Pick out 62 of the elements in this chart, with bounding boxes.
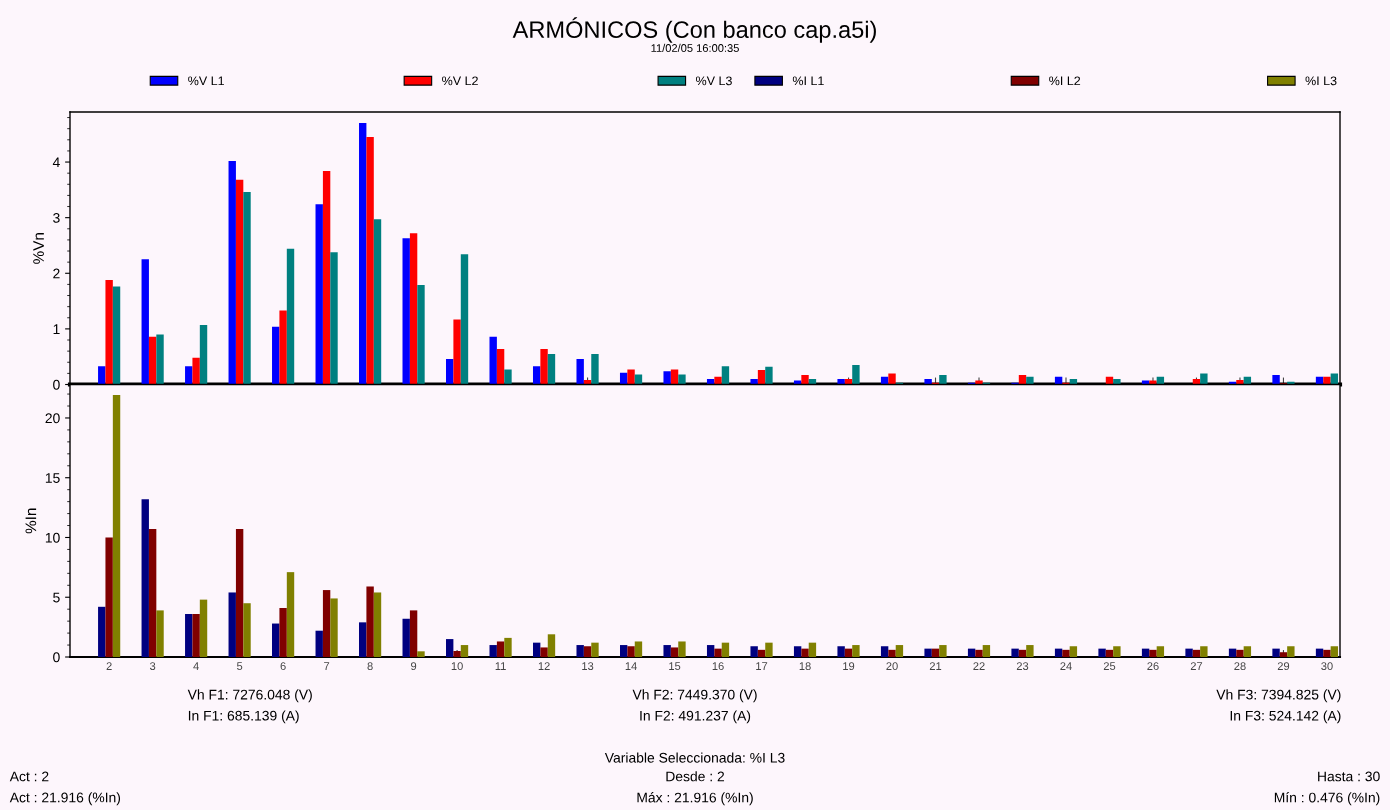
legend-label: %V L3 <box>696 76 732 86</box>
x-tick-label: 8 <box>367 662 373 671</box>
x-tick-label: 20 <box>886 662 898 671</box>
x-tick-label: 22 <box>973 662 985 670</box>
x-tick-label: 16 <box>712 662 724 671</box>
x-tick-label: 28 <box>1234 662 1246 671</box>
x-tick-label: 13 <box>582 662 594 671</box>
y-tick-label: 0 <box>53 379 60 390</box>
y-axis-title: %Vn <box>33 233 44 264</box>
text: Act : 21.916 (%In) <box>9 792 121 806</box>
x-tick-label: 27 <box>1190 662 1203 670</box>
x-tick-label: 29 <box>1277 662 1290 671</box>
legend-label: %V L1 <box>188 76 224 86</box>
legend-label: %V L2 <box>442 76 478 86</box>
text: Desde : 2 <box>666 771 725 782</box>
x-tick-label: 24 <box>1060 662 1072 670</box>
legend-label: %I L1 <box>792 76 824 86</box>
x-tick-label: 2 <box>106 662 112 670</box>
chart-subtitle: 11/02/05 16:00:35 <box>651 43 739 52</box>
y-tick-label: 15 <box>45 473 60 483</box>
text: Vh F1: 7276.048 (V) <box>187 689 312 703</box>
x-tick-label: 12 <box>538 662 550 670</box>
x-tick-label: 9 <box>411 662 417 671</box>
x-tick-label: 26 <box>1147 662 1159 671</box>
y-tick-label: 4 <box>52 157 60 168</box>
text: Mín : 0.476 (%In) <box>1274 792 1380 806</box>
x-tick-label: 18 <box>799 662 811 671</box>
text: Variable Seleccionada: %I L3 <box>604 752 785 763</box>
x-tick-label: 30 <box>1321 662 1333 671</box>
y-tick-label: 1 <box>53 324 60 334</box>
x-tick-label: 4 <box>193 662 199 670</box>
text: Vh F2: 7449.370 (V) <box>632 689 757 703</box>
y-tick-label: 20 <box>45 413 60 424</box>
x-tick-label: 11 <box>495 662 506 670</box>
x-tick-label: 3 <box>149 662 156 671</box>
x-tick-label: 10 <box>451 662 463 671</box>
x-tick-label: 19 <box>843 662 855 671</box>
y-tick-label: 3 <box>53 213 60 223</box>
text: Hasta : 30 <box>1318 771 1380 782</box>
chart-title: ARMÓNICOS (Con banco cap.a5i) <box>512 17 876 43</box>
legend-label: %I L2 <box>1049 76 1081 86</box>
legend-label: %I L3 <box>1305 76 1337 86</box>
text: Máx : 21.916 (%In) <box>637 792 753 806</box>
x-tick-label: 21 <box>929 662 942 670</box>
text: In F1: 685.139 (A) <box>188 710 299 724</box>
text: In F3: 524.142 (A) <box>1230 710 1341 724</box>
text: In F2: 491.237 (A) <box>640 710 751 724</box>
y-tick-label: 2 <box>53 268 60 279</box>
y-tick-label: 10 <box>45 532 60 543</box>
x-tick-label: 5 <box>236 662 243 671</box>
x-tick-label: 23 <box>1016 662 1029 671</box>
x-tick-label: 14 <box>625 662 637 670</box>
x-tick-label: 25 <box>1103 662 1116 671</box>
y-tick-label: 5 <box>53 592 60 603</box>
text: Vh F3: 7394.825 (V) <box>1216 689 1341 703</box>
text: Act : 2 <box>9 771 49 782</box>
x-tick-label: 15 <box>669 662 681 671</box>
x-tick-label: 6 <box>280 662 286 671</box>
y-tick-label: 0 <box>53 652 60 663</box>
x-tick-label: 7 <box>324 662 330 670</box>
y-axis-title: %In <box>25 508 37 534</box>
x-tick-label: 17 <box>756 662 768 670</box>
